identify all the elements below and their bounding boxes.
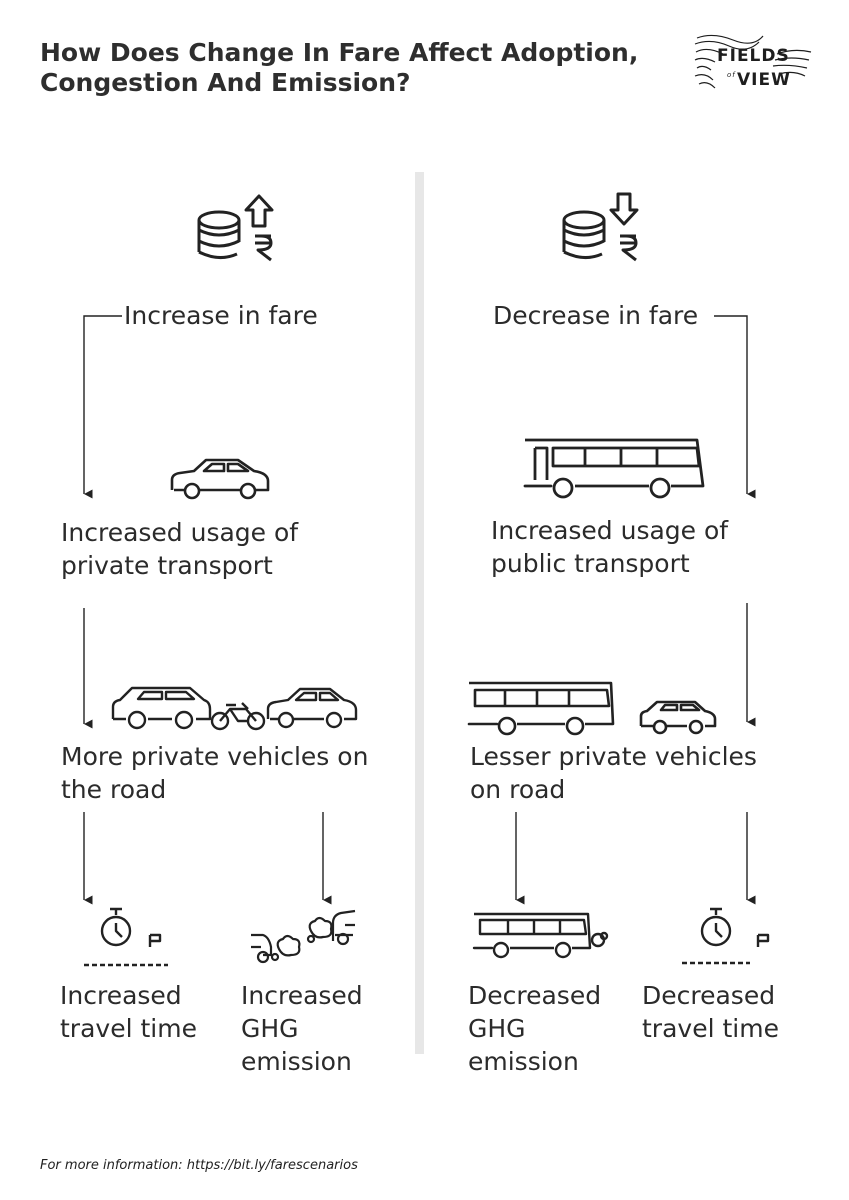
decreased-travel-time-label: Decreased travel time — [642, 979, 779, 1045]
public-transport-label: Increased usage of public transport — [491, 514, 728, 580]
increased-ghg-line-1: Increased — [241, 981, 363, 1010]
stopwatch-flag-icon — [82, 905, 178, 971]
car-exhaust-smoke-icon — [249, 905, 365, 967]
decreased-travel-time-line-1: Decreased — [642, 981, 776, 1010]
bus-exhaust-icon — [470, 910, 610, 960]
private-transport-line-2: private transport — [61, 551, 273, 580]
public-transport-line-1: Increased usage of — [491, 516, 729, 545]
increase-in-fare-label: Increase in fare — [124, 301, 318, 330]
increased-ghg-line-3: emission — [241, 1047, 352, 1076]
increased-travel-time-line-1: Increased — [60, 981, 182, 1010]
logo-word-fields: FIELDS — [717, 46, 790, 66]
more-private-vehicles-line-1: More private vehicles on — [61, 742, 369, 771]
more-private-vehicles-line-2: the road — [61, 775, 167, 804]
lesser-private-vehicles-line-1: Lesser private vehicles — [470, 742, 757, 771]
car-motorbike-car-icon — [110, 683, 360, 733]
bus-and-car-icon — [465, 680, 721, 738]
increased-ghg-emission-label: Increased GHG emission — [241, 979, 363, 1078]
increased-ghg-line-2: GHG — [241, 1014, 299, 1043]
lesser-private-vehicles-label: Lesser private vehicles on road — [470, 740, 757, 806]
more-private-vehicles-label: More private vehicles on the road — [61, 740, 368, 806]
lesser-private-vehicles-line-2: on road — [470, 775, 566, 804]
decreased-ghg-line-1: Decreased — [468, 981, 602, 1010]
bus-icon — [521, 436, 707, 502]
car-icon — [168, 454, 272, 502]
logo-word-of: of — [727, 71, 736, 79]
page-title: How Does Change In Fare Affect Adoption,… — [40, 38, 639, 97]
decreased-travel-time-line-2: travel time — [642, 1014, 779, 1043]
decreased-ghg-line-2: GHG — [468, 1014, 526, 1043]
public-transport-line-2: public transport — [491, 549, 690, 578]
arrow-increase-to-private — [83, 315, 122, 499]
increased-travel-time-label: Increased travel time — [60, 979, 197, 1045]
footer-info-link[interactable]: For more information: https://bit.ly/far… — [40, 1158, 358, 1173]
center-divider — [415, 172, 424, 1054]
logo-word-view: VIEW — [737, 70, 791, 90]
private-transport-label: Increased usage of private transport — [61, 516, 298, 582]
coins-rupee-up-arrow-icon — [195, 186, 285, 268]
decrease-in-fare-label: Decrease in fare — [493, 301, 699, 330]
stopwatch-flag-icon-right — [680, 905, 776, 971]
increased-travel-time-line-2: travel time — [60, 1014, 197, 1043]
coins-rupee-down-arrow-icon — [560, 186, 650, 268]
fields-of-view-logo: FIELDS of VIEW — [693, 30, 813, 92]
decreased-ghg-line-3: emission — [468, 1047, 579, 1076]
decreased-ghg-emission-label: Decreased GHG emission — [468, 979, 601, 1078]
arrow-decrease-to-public — [714, 315, 756, 499]
private-transport-line-1: Increased usage of — [61, 518, 299, 547]
